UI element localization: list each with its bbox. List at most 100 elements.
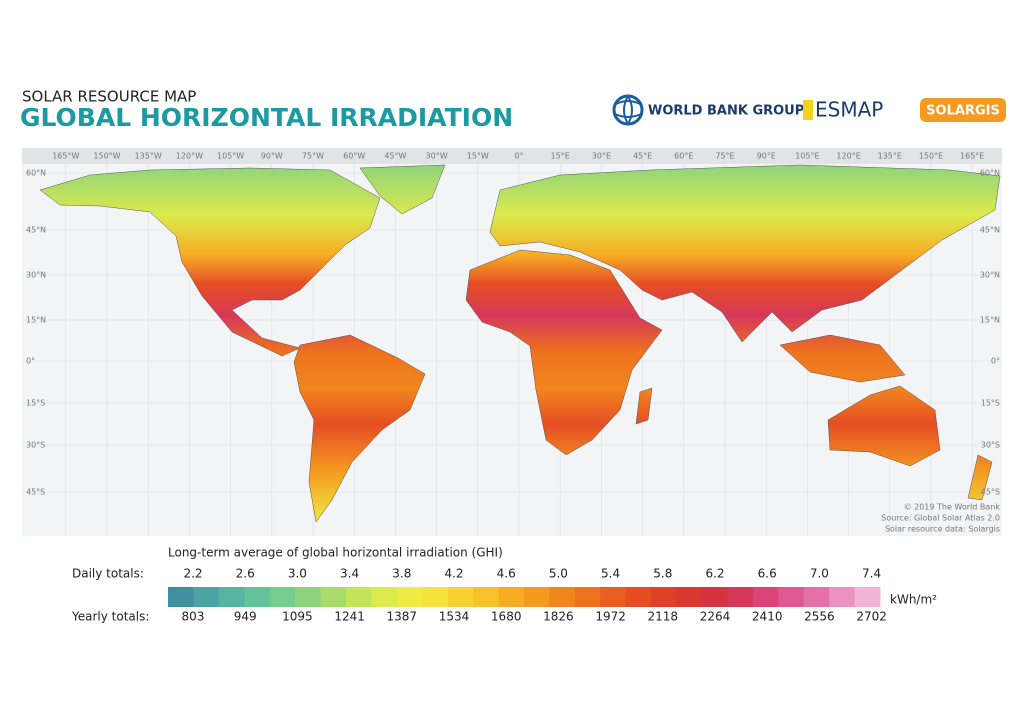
legend: Long-term average of global horizontal i… [71, 546, 937, 624]
color-swatch [524, 587, 550, 607]
color-swatch [346, 587, 372, 607]
longitude-label: 15°W [467, 152, 489, 161]
daily-value: 7.4 [862, 567, 881, 581]
daily-value: 2.6 [236, 567, 255, 581]
subtitle: SOLAR RESOURCE MAP [22, 88, 196, 106]
latitude-label: 30°S [981, 441, 1000, 450]
longitude-label: 60°E [674, 152, 693, 161]
greenland [359, 164, 446, 215]
yearly-value: 2264 [700, 610, 731, 624]
daily-value: 5.4 [601, 567, 620, 581]
credits: © 2019 The World Bank Source: Global Sola… [881, 503, 1000, 534]
longitude-label: 105°W [217, 152, 244, 161]
color-swatch [727, 587, 754, 607]
color-swatch [600, 587, 627, 607]
south-america [293, 334, 426, 523]
longitude-label: 135°W [135, 152, 162, 161]
latitude-label: 30°N [980, 271, 1000, 280]
yearly-value: 1534 [439, 610, 470, 624]
color-swatch [371, 587, 398, 607]
north-america [39, 167, 381, 357]
logos: WORLD BANK GROUP ESMAP SOLARGIS [612, 94, 1006, 126]
longitude-label: 135°E [878, 152, 902, 161]
longitude-label: 75°E [715, 152, 734, 161]
yearly-values: 803 949 1095 1241 1387 1534 1680 1826 1972 2118 22… [182, 610, 887, 624]
yearly-value: 1241 [334, 610, 365, 624]
solargis-logo: SOLARGIS [926, 104, 1000, 119]
latitude-label: 15°N [26, 316, 46, 325]
legend-title: Long-term average of global horizontal i… [168, 546, 503, 560]
credit: Solar resource data: Solargis [885, 525, 1000, 534]
australia [827, 385, 941, 467]
latitude-label: 45°S [981, 488, 1000, 497]
latitude-label: 15°S [981, 399, 1000, 408]
yearly-value: 1387 [387, 610, 418, 624]
daily-value: 6.2 [705, 567, 724, 581]
latitude-label: 60°N [26, 169, 46, 178]
latitude-label: 0° [26, 357, 35, 366]
color-swatch [829, 587, 856, 607]
solargis-badge [920, 98, 1006, 122]
color-swatch [498, 587, 525, 607]
eurasia [489, 164, 1001, 343]
southeast-asia-islands [779, 334, 906, 383]
yearly-value: 949 [234, 610, 257, 624]
yearly-value: 2702 [856, 610, 887, 624]
color-swatch [396, 587, 423, 607]
color-swatch [854, 587, 881, 607]
longitude-label: 30°E [592, 152, 611, 161]
color-swatch [549, 587, 576, 607]
yearly-value: 2118 [648, 610, 679, 624]
daily-value: 3.0 [288, 567, 307, 581]
credit: © 2019 The World Bank [904, 503, 1001, 512]
color-swatch [193, 587, 220, 607]
daily-value: 4.6 [497, 567, 516, 581]
africa [465, 249, 663, 456]
latitude-label: 30°S [26, 441, 45, 450]
color-swatch [651, 587, 678, 607]
color-swatch [752, 587, 779, 607]
color-swatch [218, 587, 245, 607]
longitude-labels: 165°W 150°W 135°W 120°W 105°W 90°W 75°W 60°W 45°… [52, 152, 984, 161]
daily-value: 4.2 [444, 567, 463, 581]
land [39, 164, 1001, 523]
longitude-label: 105°E [795, 152, 819, 161]
daily-value: 3.4 [340, 567, 359, 581]
title: GLOBAL HORIZONTAL IRRADIATION [20, 103, 513, 132]
daily-label: Daily totals: [72, 567, 144, 581]
daily-value: 7.0 [810, 567, 829, 581]
yearly-value: 2556 [804, 610, 835, 624]
credit: Source: Global Solar Atlas 2.0 [881, 514, 1000, 523]
longitude-label: 165°E [960, 152, 984, 161]
color-swatch [244, 587, 271, 607]
color-swatch [422, 587, 449, 607]
yearly-value: 1972 [595, 610, 626, 624]
color-swatch [168, 587, 194, 607]
longitude-label: 165°W [52, 152, 79, 161]
latitude-label: 15°N [980, 316, 1000, 325]
color-swatch [447, 587, 474, 607]
longitude-label: 120°E [836, 152, 860, 161]
color-swatch [295, 587, 322, 607]
longitude-label: 150°E [919, 152, 943, 161]
color-swatch [320, 587, 347, 607]
color-bar [168, 587, 881, 607]
new-zealand [967, 454, 993, 501]
longitude-label: 30°W [426, 152, 448, 161]
longitude-label: 120°W [176, 152, 203, 161]
longitude-strip [22, 148, 1002, 164]
longitude-label: 90°E [757, 152, 776, 161]
latitude-labels: 60°N 60°N 45°N 45°N 30°N 30°N 15°N 15°N 0° 0° 15°S… [26, 169, 1000, 497]
latitude-label: 45°S [26, 488, 45, 497]
daily-value: 6.6 [758, 567, 777, 581]
daily-values: 2.2 2.6 3.0 3.4 3.8 4.2 4.6 5.0 5.4 5.8 6.2 6.6 7.0 7… [183, 567, 881, 581]
color-swatch [676, 587, 703, 607]
color-swatch [625, 587, 652, 607]
yearly-value: 1680 [491, 610, 522, 624]
daily-value: 2.2 [183, 567, 202, 581]
world-bank-globe-lines [614, 95, 642, 125]
esmap-mark [803, 100, 813, 120]
yearly-value: 2410 [752, 610, 783, 624]
map: 165°W 150°W 135°W 120°W 105°W 90°W 75°W 60°W 45°… [22, 148, 1002, 536]
